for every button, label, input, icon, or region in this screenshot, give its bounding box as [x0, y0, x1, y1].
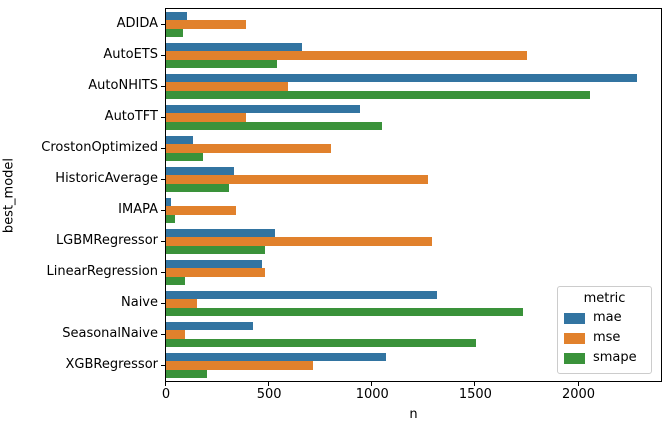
y-tick-label: AutoTFT [104, 108, 158, 124]
plot-area [165, 8, 662, 382]
y-tick [161, 116, 165, 118]
y-tick-label: AutoETS [103, 46, 158, 62]
legend-label-mae: mae [593, 310, 622, 325]
legend-swatch-smape [564, 352, 585, 364]
bar-smape-imapa [166, 214, 176, 223]
legend-item-mae: mae [564, 308, 645, 328]
bar-mse-autonhits [166, 82, 288, 91]
bar-smape-autonhits [166, 90, 590, 99]
x-tick [268, 382, 270, 386]
y-tick-label: IMAPA [118, 201, 158, 217]
legend-swatch-mse [564, 332, 585, 344]
legend-items: mae mse smape [564, 308, 645, 368]
bar-mae-seasonalnaive [166, 322, 253, 331]
y-tick [161, 23, 165, 25]
bar-mae-adida [166, 12, 187, 21]
bar-mse-historicaverage [166, 175, 428, 184]
bar-mae-historicaverage [166, 167, 235, 176]
y-tick-label: Naive [121, 294, 158, 310]
bar-mse-xgbregressor [166, 361, 314, 370]
legend-label-mse: mse [593, 330, 621, 345]
y-tick-label: AutoNHITS [88, 77, 158, 93]
x-tick [577, 382, 579, 386]
y-tick [161, 240, 165, 242]
y-tick-label: XGBRegressor [65, 356, 159, 372]
bar-smape-autoets [166, 59, 278, 68]
legend-title: metric [583, 291, 626, 306]
bar-mae-imapa [166, 198, 172, 207]
y-tick [161, 85, 165, 87]
bar-mse-imapa [166, 206, 237, 215]
y-axis-label: best_model [1, 157, 17, 234]
y-tick-label: CrostonOptimized [41, 139, 158, 155]
legend: metric mae mse smape [557, 286, 652, 374]
bar-mse-seasonalnaive [166, 330, 185, 339]
legend-item-smape: smape [564, 348, 645, 368]
bar-smape-seasonalnaive [166, 338, 477, 347]
bar-mse-crostonoptimized [166, 144, 331, 153]
x-tick [371, 382, 373, 386]
legend-item-mse: mse [564, 328, 645, 348]
bar-mse-adida [166, 20, 247, 29]
bar-mse-lgbmregressor [166, 237, 433, 246]
y-tick [161, 147, 165, 149]
y-tick [161, 302, 165, 304]
bar-mae-crostonoptimized [166, 136, 193, 145]
bar-mae-lgbmregressor [166, 229, 276, 238]
bar-mae-naive [166, 291, 438, 300]
y-tick-label: ADIDA [116, 15, 158, 31]
y-tick [161, 54, 165, 56]
bar-smape-xgbregressor [166, 369, 208, 378]
legend-label-smape: smape [593, 350, 637, 365]
bar-smape-adida [166, 28, 183, 37]
x-tick-label: 500 [256, 387, 282, 402]
bar-smape-crostonoptimized [166, 152, 204, 161]
bar-mae-autonhits [166, 74, 638, 83]
bar-smape-naive [166, 307, 523, 316]
x-tick [165, 382, 166, 386]
y-tick [161, 333, 165, 335]
y-tick [161, 178, 165, 180]
y-tick-label: HistoricAverage [55, 170, 158, 186]
bar-mse-naive [166, 299, 197, 308]
bar-smape-linearregression [166, 276, 185, 285]
legend-swatch-mae [564, 312, 585, 324]
y-tick-label: LinearRegression [46, 263, 158, 279]
bar-smape-lgbmregressor [166, 245, 265, 254]
bar-mse-autotft [166, 113, 247, 122]
y-tick [161, 209, 165, 211]
x-tick [474, 382, 476, 386]
bar-mae-autoets [166, 43, 303, 52]
y-tick-label: LGBMRegressor [55, 232, 158, 248]
y-tick-label: SeasonalNaive [62, 325, 158, 341]
bar-mse-linearregression [166, 268, 265, 277]
bar-mae-linearregression [166, 260, 262, 269]
x-tick-label: 0 [161, 387, 171, 402]
bar-smape-autotft [166, 121, 382, 130]
x-tick-label: 2000 [561, 387, 596, 402]
bar-mae-xgbregressor [166, 353, 386, 362]
x-tick-label: 1000 [355, 387, 389, 402]
bar-mae-autotft [166, 105, 360, 114]
bar-smape-historicaverage [166, 183, 229, 192]
x-axis-label: n [409, 407, 418, 422]
bar-mse-autoets [166, 51, 527, 60]
y-tick [161, 271, 165, 273]
y-tick [161, 364, 165, 366]
x-tick-label: 1500 [458, 387, 492, 402]
